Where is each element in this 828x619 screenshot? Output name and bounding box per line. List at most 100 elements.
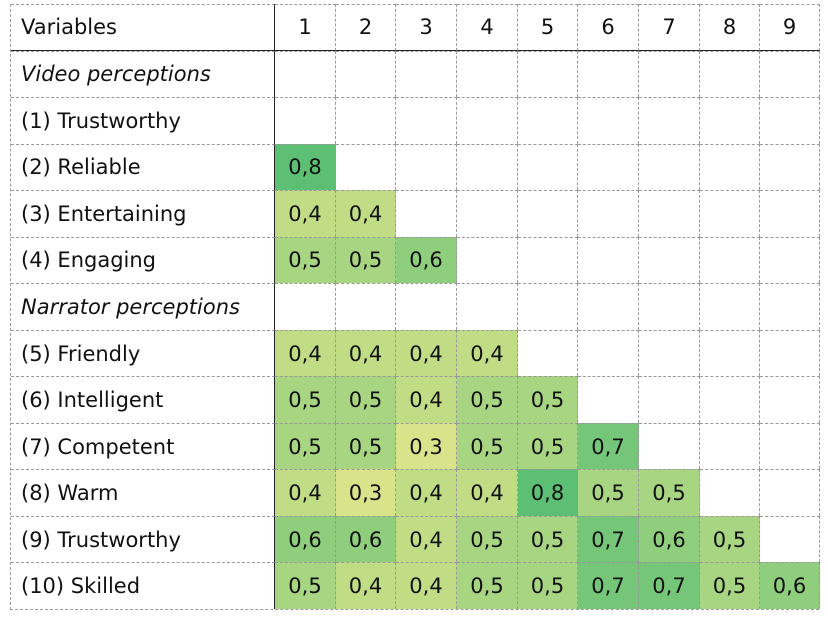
correlation-cell: 0,5 [700,562,760,609]
empty-cell [700,50,760,98]
correlation-cell: 0,5 [518,422,578,470]
empty-cell [639,236,700,284]
row-label: (7) Competent [11,422,275,470]
empty-cell [396,190,457,237]
correlation-cell: 0,5 [336,376,396,423]
empty-cell [700,97,760,144]
empty-cell [336,283,396,330]
empty-cell [760,376,820,423]
correlation-cell: 0,5 [275,376,336,423]
correlation-cell: 0,5 [275,562,336,609]
empty-cell [578,376,639,423]
correlation-cell: 0,4 [336,190,396,237]
empty-cell [760,469,820,516]
empty-cell [760,50,820,98]
empty-cell [639,283,700,330]
row-label: (3) Entertaining [11,190,275,237]
empty-cell [518,190,578,237]
correlation-cell: 0,4 [275,469,336,516]
empty-cell [275,50,336,98]
empty-cell [578,236,639,284]
empty-cell [275,97,336,144]
empty-cell [578,97,639,144]
empty-cell [760,143,820,191]
empty-cell [457,236,518,284]
correlation-cell: 0,4 [457,329,518,377]
empty-cell [518,329,578,377]
empty-cell [639,97,700,144]
correlation-cell: 0,5 [457,422,518,470]
correlation-cell: 0,4 [336,329,396,377]
empty-cell [639,50,700,98]
empty-cell [336,50,396,98]
empty-cell [457,190,518,237]
empty-cell [760,283,820,330]
column-header-8: 8 [700,4,760,51]
empty-cell [760,236,820,284]
empty-cell [639,422,700,470]
empty-cell [457,143,518,191]
empty-cell [396,97,457,144]
empty-cell [396,143,457,191]
correlation-cell: 0,7 [578,422,639,470]
empty-cell [760,97,820,144]
correlation-cell: 0,5 [336,422,396,470]
empty-cell [760,329,820,377]
column-header-3: 3 [396,4,457,51]
row-label: (9) Trustworthy [11,515,275,563]
correlation-cell: 0,5 [336,236,396,284]
correlation-cell: 0,4 [457,469,518,516]
correlation-cell: 0,6 [639,515,700,563]
correlation-cell: 0,8 [518,469,578,516]
correlation-cell: 0,4 [396,376,457,423]
correlation-cell: 0,6 [396,236,457,284]
row-label: (10) Skilled [11,562,275,609]
empty-cell [396,50,457,98]
row-label: (2) Reliable [11,143,275,191]
empty-cell [578,190,639,237]
empty-cell [700,236,760,284]
row-label: (5) Friendly [11,329,275,377]
column-header-2: 2 [336,4,396,51]
empty-cell [700,190,760,237]
column-header-1: 1 [275,4,336,51]
correlation-cell: 0,5 [700,515,760,563]
correlation-cell: 0,6 [275,515,336,563]
empty-cell [518,143,578,191]
correlation-cell: 0,7 [578,515,639,563]
empty-cell [518,283,578,330]
correlation-cell: 0,5 [518,562,578,609]
empty-cell [518,236,578,284]
row-label: (4) Engaging [11,236,275,284]
empty-cell [760,422,820,470]
empty-cell [336,97,396,144]
empty-cell [578,329,639,377]
correlation-cell: 0,5 [457,515,518,563]
empty-cell [760,190,820,237]
column-header-9: 9 [760,4,820,51]
column-header-5: 5 [518,4,578,51]
correlation-cell: 0,7 [578,562,639,609]
empty-cell [457,97,518,144]
empty-cell [700,469,760,516]
row-label: (6) Intelligent [11,376,275,423]
empty-cell [700,283,760,330]
empty-cell [639,376,700,423]
correlation-cell: 0,5 [518,515,578,563]
correlation-cell: 0,4 [275,329,336,377]
correlation-table: Variables 1 2 3 4 5 6 7 8 9 Video perceptions (1) T… [10,4,820,610]
empty-cell [578,143,639,191]
correlation-cell: 0,4 [275,190,336,237]
correlation-cell: 0,4 [336,562,396,609]
correlation-cell: 0,5 [275,236,336,284]
empty-cell [700,376,760,423]
section-label: Video perceptions [11,50,275,98]
column-header-4: 4 [457,4,518,51]
correlation-cell: 0,4 [396,469,457,516]
correlation-cell: 0,5 [457,562,518,609]
correlation-cell: 0,8 [275,143,336,191]
empty-cell [396,283,457,330]
empty-cell [700,143,760,191]
row-label: (8) Warm [11,469,275,516]
empty-cell [336,143,396,191]
